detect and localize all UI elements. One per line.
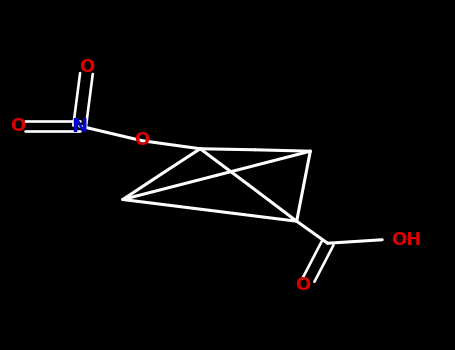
Text: O: O <box>134 131 150 149</box>
Text: OH: OH <box>391 231 421 249</box>
Text: O: O <box>79 58 94 76</box>
Text: O: O <box>295 276 310 294</box>
Text: O: O <box>10 117 26 135</box>
Text: N: N <box>71 117 88 135</box>
